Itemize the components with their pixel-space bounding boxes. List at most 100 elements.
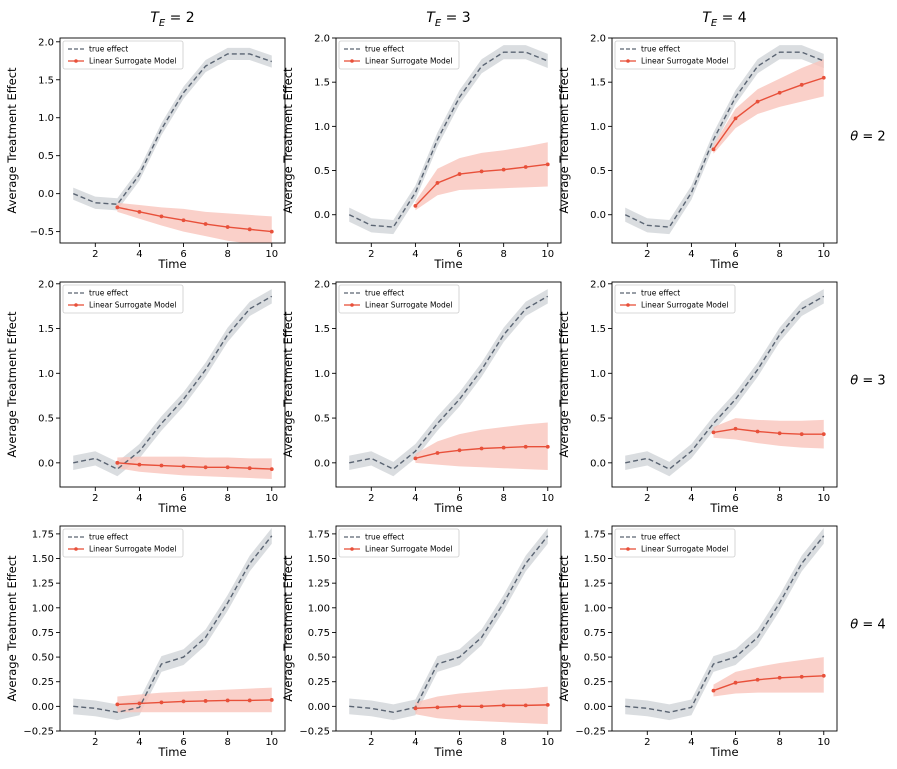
axes-frame bbox=[59, 281, 286, 488]
model-point bbox=[821, 75, 826, 80]
model-point bbox=[523, 703, 528, 708]
legend: true effect Linear Surrogate Model bbox=[614, 284, 736, 314]
model-point bbox=[225, 225, 230, 229]
x-tick-label: 4 bbox=[688, 493, 694, 504]
y-tick-label: 0.5 bbox=[590, 414, 606, 425]
y-tick-label: 0.0 bbox=[38, 458, 54, 469]
model-point bbox=[733, 116, 738, 121]
y-tick-label: 0.5 bbox=[590, 166, 606, 177]
row-title: θ = 2 bbox=[850, 130, 885, 145]
y-tick-label: 1.50 bbox=[32, 554, 54, 565]
y-tick-label: 2.0 bbox=[314, 34, 330, 45]
y-axis-label: Average Treatment Effect bbox=[5, 67, 19, 214]
y-tick-label: 1.50 bbox=[584, 554, 606, 565]
y-tick-label: −0.25 bbox=[23, 727, 54, 738]
y-tick-label: 0.0 bbox=[590, 210, 606, 221]
y-tick-label: 1.0 bbox=[38, 113, 54, 124]
y-tick-label: 0.25 bbox=[584, 677, 606, 688]
y-tick-label: 1.5 bbox=[38, 324, 54, 335]
model-point bbox=[203, 222, 208, 226]
axes-frame bbox=[335, 525, 562, 732]
y-tick-label: 1.0 bbox=[314, 369, 330, 380]
y-axis-label: Average Treatment Effect bbox=[281, 555, 295, 702]
y-tick-label: 1.25 bbox=[584, 579, 606, 590]
model-point bbox=[799, 82, 804, 87]
y-axis-label: Average Treatment Effect bbox=[281, 311, 295, 458]
model-point bbox=[545, 702, 550, 707]
x-tick-label: 6 bbox=[456, 249, 462, 260]
subplot-2-2: 2 4 6 8 10 −0.25 0.00 0.25 0.50 0.75 1.00 1.25 1.50 1… bbox=[557, 525, 838, 759]
axes-frame bbox=[335, 37, 562, 244]
model-point bbox=[247, 227, 252, 232]
legend-box bbox=[62, 528, 184, 558]
model-point bbox=[203, 699, 208, 703]
model-point bbox=[225, 465, 230, 470]
x-tick-label: 8 bbox=[224, 737, 230, 748]
y-tick-label: 0.75 bbox=[32, 628, 54, 639]
legend-model-label: Linear Surrogate Model bbox=[89, 301, 176, 310]
model-point bbox=[413, 706, 418, 711]
model-point bbox=[523, 444, 528, 449]
y-tick-label: 2.0 bbox=[38, 37, 54, 48]
x-tick-label: 4 bbox=[412, 249, 418, 260]
y-tick-label: 0.25 bbox=[308, 677, 330, 688]
true-effect-line bbox=[72, 53, 272, 206]
y-tick-label: 1.0 bbox=[590, 122, 606, 133]
model-point bbox=[181, 464, 186, 469]
x-axis-label: Time bbox=[433, 257, 462, 271]
true-effect-line bbox=[624, 51, 825, 228]
legend-model-marker bbox=[626, 303, 630, 307]
x-tick-label: 2 bbox=[368, 737, 374, 748]
y-tick-label: 0.5 bbox=[314, 166, 330, 177]
legend-model-marker bbox=[350, 59, 354, 63]
column-title: TE = 3 bbox=[426, 10, 470, 29]
model-point bbox=[545, 162, 550, 167]
y-tick-label: 1.5 bbox=[314, 78, 330, 89]
model-line bbox=[713, 428, 824, 435]
y-tick-label: 2.0 bbox=[38, 279, 54, 290]
x-tick-label: 4 bbox=[688, 737, 694, 748]
model-point bbox=[479, 704, 484, 709]
model-point bbox=[501, 703, 506, 708]
y-tick-label: 1.5 bbox=[38, 75, 54, 86]
y-tick-label: 0.50 bbox=[584, 653, 606, 664]
y-tick-label: −0.25 bbox=[299, 727, 330, 738]
x-tick-label: 10 bbox=[265, 737, 278, 748]
y-axis-label: Average Treatment Effect bbox=[557, 67, 571, 214]
x-tick-label: 10 bbox=[265, 249, 278, 260]
model-point bbox=[821, 673, 826, 678]
x-tick-label: 8 bbox=[776, 249, 782, 260]
y-tick-label: 1.00 bbox=[308, 603, 330, 614]
model-point bbox=[159, 700, 164, 705]
model-point bbox=[733, 680, 738, 685]
legend-model-marker bbox=[350, 547, 354, 551]
x-tick-label: 6 bbox=[456, 493, 462, 504]
x-tick-label: 2 bbox=[644, 737, 650, 748]
model-point bbox=[755, 677, 760, 682]
y-tick-label: 1.75 bbox=[584, 529, 606, 540]
model-line bbox=[117, 462, 272, 470]
model-line bbox=[117, 206, 272, 233]
x-tick-label: 8 bbox=[224, 249, 230, 260]
model-point bbox=[247, 698, 252, 703]
legend-true-label: true effect bbox=[89, 45, 128, 54]
subplot-0-1: 2 4 6 8 10 0.0 0.5 1.0 1.5 2.0 Time Average Treatme… bbox=[281, 34, 562, 271]
legend-model-label: Linear Surrogate Model bbox=[89, 545, 176, 554]
axes-frame bbox=[611, 525, 838, 732]
y-tick-label: 0.0 bbox=[38, 189, 54, 200]
legend-box bbox=[62, 284, 184, 314]
x-tick-label: 10 bbox=[541, 493, 554, 504]
model-point bbox=[269, 698, 274, 702]
x-tick-label: 10 bbox=[541, 249, 554, 260]
x-tick-label: 10 bbox=[265, 493, 278, 504]
model-point bbox=[137, 462, 142, 467]
y-tick-label: 1.5 bbox=[314, 324, 330, 335]
row-title: θ = 4 bbox=[850, 618, 885, 633]
model-point bbox=[435, 451, 440, 455]
y-axis-label: Average Treatment Effect bbox=[557, 555, 571, 702]
subplot-1-2: 2 4 6 8 10 0.0 0.5 1.0 1.5 2.0 Time Average Treatme… bbox=[557, 279, 838, 515]
model-point bbox=[799, 432, 804, 437]
x-tick-label: 10 bbox=[541, 737, 554, 748]
plot-area bbox=[624, 45, 826, 235]
x-tick-label: 2 bbox=[92, 249, 98, 260]
